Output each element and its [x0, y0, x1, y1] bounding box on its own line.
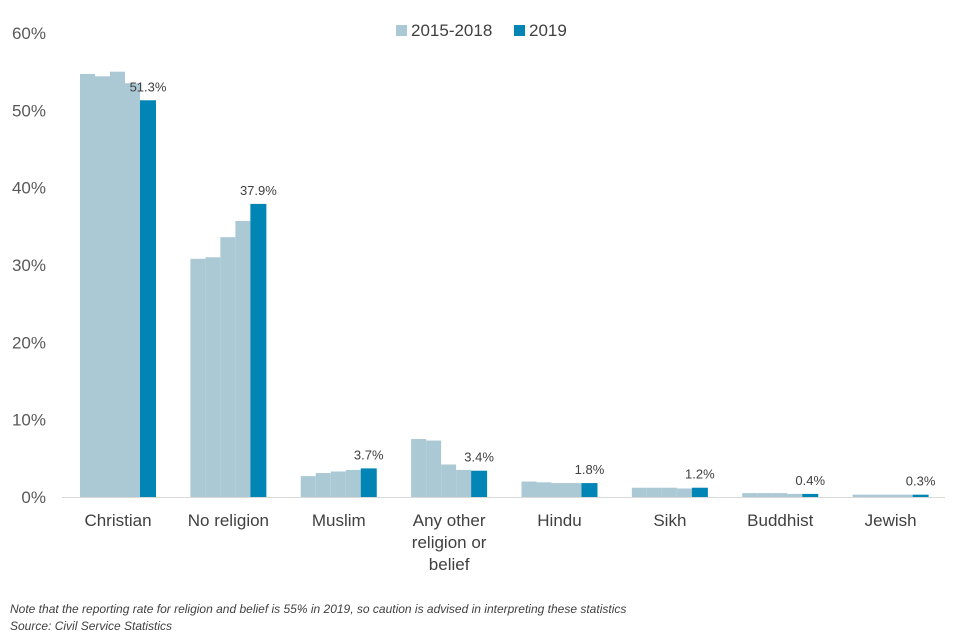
history-bar — [441, 464, 457, 497]
category-label: Buddhist — [747, 511, 813, 530]
category-label: Christian — [84, 511, 151, 530]
history-bar — [536, 482, 552, 497]
religion-bar-chart: 0% 10% 20% 30% 40% 50% 60% 51.3% Christian 37.9% N… — [12, 21, 945, 574]
history-bar — [205, 257, 221, 497]
y-tick-label: 40% — [12, 179, 46, 198]
history-bar — [897, 494, 913, 497]
footer-note: Note that the reporting rate for religio… — [10, 602, 627, 616]
category-label: No religion — [188, 511, 269, 530]
current-bar — [691, 487, 708, 497]
history-bar — [315, 473, 331, 497]
history-bar — [882, 494, 898, 497]
history-bar — [411, 439, 427, 497]
history-bar — [95, 76, 110, 497]
history-bar — [345, 469, 361, 497]
current-bar — [912, 494, 929, 497]
data-label: 51.3% — [130, 79, 167, 94]
history-bar — [300, 476, 316, 497]
history-bar — [456, 469, 472, 497]
data-label: 3.4% — [464, 450, 494, 465]
category-label: Hindu — [537, 511, 581, 530]
y-tick-label: 0% — [21, 488, 46, 507]
history-bar — [566, 483, 582, 497]
history-bar — [631, 487, 647, 497]
category-label: Sikh — [653, 511, 686, 530]
current-bar — [360, 468, 377, 497]
history-bar — [235, 220, 251, 498]
history-bar — [852, 494, 868, 497]
y-tick-label: 50% — [12, 101, 46, 120]
history-bar — [742, 493, 758, 497]
current-bar — [471, 470, 488, 497]
data-label: 0.4% — [795, 473, 825, 488]
history-bar — [787, 493, 803, 497]
category-label: religion or — [412, 533, 487, 552]
y-tick-label: 30% — [12, 256, 46, 275]
y-tick-label: 10% — [12, 411, 46, 430]
category-label: belief — [429, 555, 470, 574]
history-bar — [521, 481, 537, 497]
category-label: Jewish — [865, 511, 917, 530]
history-bar — [646, 487, 662, 497]
history-bar — [426, 440, 442, 497]
history-bar — [110, 71, 125, 498]
data-label: 37.9% — [240, 183, 277, 198]
y-tick-label: 20% — [12, 333, 46, 352]
category-label: Any other — [413, 511, 486, 530]
category-label: Muslim — [312, 511, 366, 530]
history-bar — [757, 493, 773, 497]
legend-label-history: 2015-2018 — [411, 21, 492, 40]
history-bar — [772, 493, 788, 497]
history-bar — [867, 494, 883, 497]
current-bar — [802, 493, 819, 497]
data-label: 0.3% — [906, 474, 936, 489]
current-bar — [140, 100, 156, 497]
history-bar — [220, 237, 236, 497]
history-bar — [80, 73, 95, 497]
data-label: 1.8% — [575, 462, 605, 477]
legend-label-current: 2019 — [529, 21, 567, 40]
history-bar — [330, 471, 346, 497]
legend-swatch-current — [514, 25, 525, 36]
current-bar — [250, 203, 267, 497]
history-bar — [661, 487, 677, 497]
history-bar — [125, 83, 140, 498]
footer-source: Source: Civil Service Statistics — [10, 619, 173, 633]
history-bar — [190, 258, 206, 497]
history-bar — [676, 488, 692, 497]
data-label: 1.2% — [685, 467, 715, 482]
legend-swatch-history — [396, 25, 407, 36]
current-bar — [581, 483, 598, 497]
y-tick-label: 60% — [12, 24, 46, 43]
history-bar — [551, 483, 567, 497]
data-label: 3.7% — [354, 447, 384, 462]
